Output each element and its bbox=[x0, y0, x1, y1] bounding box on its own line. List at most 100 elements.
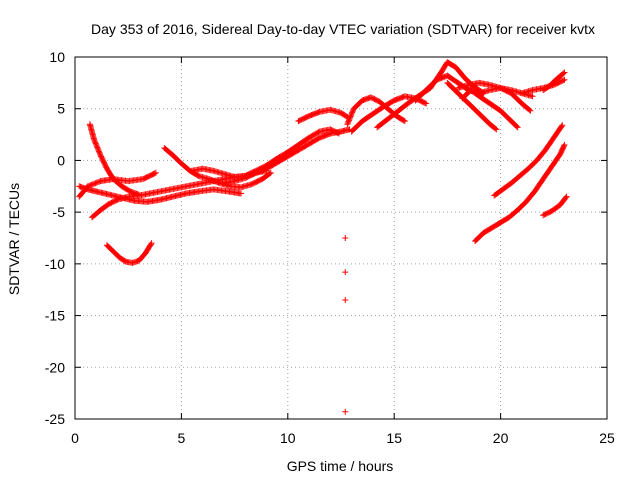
series-arc-21 bbox=[103, 240, 155, 266]
series-arc-4 bbox=[89, 167, 270, 221]
data-point bbox=[94, 179, 101, 186]
x-tick-label: 20 bbox=[493, 430, 509, 446]
x-tick-label: 15 bbox=[386, 430, 402, 446]
y-tick-label: -15 bbox=[45, 308, 65, 324]
data-point bbox=[421, 99, 428, 106]
x-tick-label: 25 bbox=[599, 430, 615, 446]
plot-frame bbox=[74, 56, 608, 420]
data-point bbox=[237, 190, 244, 197]
data-point bbox=[349, 108, 356, 115]
data-point bbox=[345, 117, 352, 124]
data-point bbox=[349, 109, 356, 116]
data-point bbox=[152, 169, 159, 176]
data-point bbox=[423, 100, 430, 107]
y-axis-label: SDTVAR / TECUs bbox=[6, 183, 22, 295]
data-point bbox=[563, 193, 570, 200]
data-point bbox=[492, 125, 499, 132]
series-arc-11 bbox=[374, 59, 487, 131]
data-point bbox=[558, 123, 565, 130]
data-point bbox=[561, 141, 568, 148]
data-point bbox=[347, 113, 354, 120]
x-tick-label: 0 bbox=[71, 430, 79, 446]
data-point bbox=[400, 117, 407, 124]
data-point bbox=[342, 235, 349, 241]
data-point bbox=[94, 144, 101, 151]
data-point bbox=[344, 121, 351, 128]
series-outliers bbox=[342, 235, 349, 415]
data-point bbox=[560, 143, 567, 150]
data-point bbox=[93, 143, 100, 150]
data-point bbox=[559, 122, 566, 129]
data-point bbox=[526, 106, 533, 113]
data-point bbox=[96, 149, 103, 156]
y-tick-label: -10 bbox=[45, 256, 65, 272]
data-point bbox=[342, 269, 349, 276]
data-point bbox=[347, 114, 354, 121]
chart-title: Day 353 of 2016, Sidereal Day-to-day VTE… bbox=[91, 21, 595, 37]
data-point bbox=[561, 69, 568, 76]
data-point bbox=[84, 183, 91, 190]
series-arc-19 bbox=[491, 122, 566, 199]
y-tick-label: 10 bbox=[49, 49, 65, 65]
data-point bbox=[87, 182, 94, 189]
data-point bbox=[342, 297, 349, 304]
series-arc-16 bbox=[518, 76, 568, 97]
data-point bbox=[266, 170, 273, 177]
data-point bbox=[86, 182, 93, 189]
data-point bbox=[346, 116, 353, 123]
data-point bbox=[348, 112, 355, 119]
data-point bbox=[527, 107, 534, 114]
data-point bbox=[529, 93, 536, 100]
data-point bbox=[560, 70, 567, 77]
data-point bbox=[342, 408, 349, 415]
series-arc-18 bbox=[472, 141, 568, 245]
data-point bbox=[561, 76, 568, 83]
series-arc-8 bbox=[295, 106, 351, 125]
data-point bbox=[92, 180, 99, 187]
data-point bbox=[89, 181, 96, 188]
data-point bbox=[401, 118, 408, 125]
data-point bbox=[562, 194, 569, 201]
x-tick-label: 5 bbox=[178, 430, 186, 446]
x-axis-label: GPS time / hours bbox=[287, 458, 394, 474]
y-tick-label: 5 bbox=[57, 101, 65, 117]
data-series bbox=[76, 59, 570, 415]
grid bbox=[75, 57, 607, 419]
data-point bbox=[93, 141, 100, 148]
data-point bbox=[95, 147, 102, 154]
data-point bbox=[97, 150, 104, 157]
data-point bbox=[267, 169, 274, 176]
series-arc-12 bbox=[412, 72, 536, 104]
data-point bbox=[93, 179, 100, 186]
data-point bbox=[92, 139, 99, 146]
series-arc-3 bbox=[76, 169, 159, 200]
series-arc-17 bbox=[540, 69, 568, 94]
data-point bbox=[560, 77, 567, 84]
data-point bbox=[148, 240, 155, 247]
data-point bbox=[493, 126, 500, 133]
axis-ticks: 0 5 10 15 20 25 -25 -20 -15 -10 -5 0 5 10 bbox=[45, 49, 615, 446]
data-point bbox=[91, 180, 98, 187]
series-arc-15 bbox=[459, 87, 521, 131]
data-point bbox=[151, 170, 158, 177]
series-arc-14 bbox=[455, 79, 534, 114]
data-point bbox=[91, 138, 98, 145]
series-arc-13 bbox=[444, 79, 500, 133]
y-tick-label: -25 bbox=[45, 411, 65, 427]
data-point bbox=[147, 241, 154, 248]
series-arc-7 bbox=[220, 126, 353, 187]
data-point bbox=[344, 119, 351, 126]
data-point bbox=[514, 124, 521, 131]
data-point bbox=[345, 118, 352, 125]
data-point bbox=[88, 181, 95, 188]
data-point bbox=[94, 145, 101, 152]
data-point bbox=[113, 197, 120, 204]
series-arc-10 bbox=[348, 93, 430, 135]
data-point bbox=[513, 123, 520, 130]
data-point bbox=[315, 129, 322, 136]
x-tick-label: 10 bbox=[280, 430, 296, 446]
data-point bbox=[96, 178, 103, 185]
y-tick-label: -20 bbox=[45, 359, 65, 375]
data-point bbox=[348, 110, 355, 117]
